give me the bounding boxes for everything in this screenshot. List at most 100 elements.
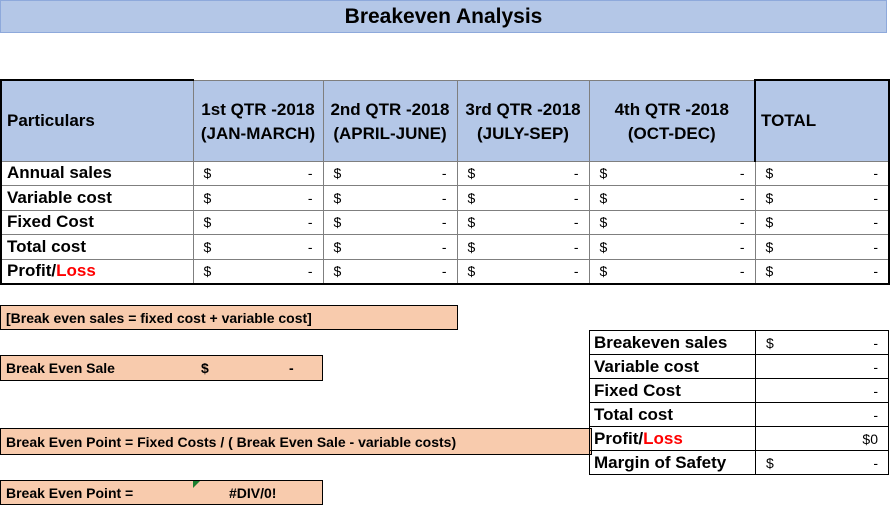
cell-value: - — [873, 454, 878, 471]
cell-fixed-cost-q3[interactable]: $ - — [456, 209, 590, 235]
summary-label-fixed-cost[interactable]: Fixed Cost — [589, 378, 756, 403]
header-q4[interactable]: 4th QTR -2018 (OCT-DEC) — [588, 79, 756, 162]
break-even-sales-formula-note[interactable]: [Break even sales = fixed cost + variabl… — [0, 305, 458, 330]
cell-profit-loss-q2[interactable]: $ - — [322, 258, 458, 285]
currency-symbol: $ — [765, 238, 774, 255]
cell-total-cost-q1[interactable]: $ - — [192, 234, 324, 260]
cell-value: - — [573, 189, 579, 206]
cell-value: $0 — [862, 430, 878, 447]
header-particulars[interactable]: Particulars — [0, 79, 194, 162]
cell-annual-sales-q3[interactable]: $ - — [456, 160, 590, 186]
cell-value: - — [739, 238, 745, 255]
cell-fixed-cost-total[interactable]: $ - — [754, 209, 890, 235]
sheet-title: Breakeven Analysis — [0, 0, 887, 33]
header-row: Particulars 1st QTR -2018 (JAN-MARCH) 2n… — [0, 79, 890, 162]
quarterly-breakeven-table: Particulars 1st QTR -2018 (JAN-MARCH) 2n… — [0, 79, 890, 285]
header-total[interactable]: TOTAL — [754, 79, 890, 162]
summary-value-variable-cost[interactable]: - — [755, 354, 889, 379]
break-even-sale-label: Break Even Sale — [6, 360, 115, 376]
table-row-total-cost: Total cost $ - $ - $ - $ - $ - — [0, 234, 890, 260]
currency-symbol: $ — [599, 189, 608, 206]
currency-symbol: $ — [333, 189, 342, 206]
summary-label-total-cost[interactable]: Total cost — [589, 402, 756, 427]
cell-total-cost-q4[interactable]: $ - — [588, 234, 756, 260]
summary-row-profit-loss: Profit/Loss $0 — [589, 426, 889, 451]
cell-value: - — [573, 263, 579, 280]
break-even-point-cell[interactable]: Break Even Point = #DIV/0! — [0, 480, 323, 505]
cell-fixed-cost-q2[interactable]: $ - — [322, 209, 458, 235]
table-row-profit-loss: Profit/Loss $ - $ - $ - $ - $ - — [0, 258, 890, 285]
table-row-variable-cost: Variable cost $ - $ - $ - $ - $ - — [0, 185, 890, 211]
cell-value: - — [441, 263, 447, 280]
cell-fixed-cost-q4[interactable]: $ - — [588, 209, 756, 235]
cell-variable-cost-q4[interactable]: $ - — [588, 185, 756, 211]
cell-total-cost-total[interactable]: $ - — [754, 234, 890, 260]
break-even-sale-cell[interactable]: Break Even Sale $ - — [0, 355, 323, 381]
currency-symbol: $ — [467, 238, 476, 255]
cell-value: - — [739, 165, 745, 182]
cell-total-cost-q2[interactable]: $ - — [322, 234, 458, 260]
cell-total-cost-q3[interactable]: $ - — [456, 234, 590, 260]
summary-value-total-cost[interactable]: - — [755, 402, 889, 427]
cell-value: - — [873, 263, 878, 280]
cell-profit-loss-total[interactable]: $ - — [754, 258, 890, 285]
header-q1[interactable]: 1st QTR -2018 (JAN-MARCH) — [192, 79, 324, 162]
cell-profit-loss-q3[interactable]: $ - — [456, 258, 590, 285]
currency-symbol: $ — [333, 263, 342, 280]
cell-variable-cost-q2[interactable]: $ - — [322, 185, 458, 211]
row-label-variable-cost[interactable]: Variable cost — [0, 185, 194, 211]
summary-label-margin-of-safety[interactable]: Margin of Safety — [589, 450, 756, 475]
currency-symbol: $ — [203, 263, 212, 280]
header-q2-months: (APRIL-JUNE) — [333, 123, 447, 143]
header-q3-months: (JULY-SEP) — [477, 123, 569, 143]
cell-value: - — [873, 214, 878, 231]
cell-value: - — [441, 189, 447, 206]
row-label-profit-loss[interactable]: Profit/Loss — [0, 258, 194, 285]
cell-annual-sales-q2[interactable]: $ - — [322, 160, 458, 186]
cell-value: - — [873, 334, 878, 351]
cell-value: - — [873, 165, 878, 182]
header-q2[interactable]: 2nd QTR -2018 (APRIL-JUNE) — [322, 79, 458, 162]
header-q2-title: 2nd QTR -2018 — [330, 99, 450, 119]
header-q3[interactable]: 3rd QTR -2018 (JULY-SEP) — [456, 79, 590, 162]
summary-value-fixed-cost[interactable]: - — [755, 378, 889, 403]
summary-value-breakeven-sales[interactable]: $ - — [755, 330, 889, 355]
cell-value: - — [573, 214, 579, 231]
summary-label-breakeven-sales[interactable]: Breakeven sales — [589, 330, 756, 355]
cell-profit-loss-q1[interactable]: $ - — [192, 258, 324, 285]
table-row-fixed-cost: Fixed Cost $ - $ - $ - $ - $ - — [0, 209, 890, 235]
cell-annual-sales-q1[interactable]: $ - — [192, 160, 324, 186]
currency-symbol: $ — [765, 165, 774, 182]
currency-symbol: $ — [599, 238, 608, 255]
cell-annual-sales-q4[interactable]: $ - — [588, 160, 756, 186]
break-even-sale-value: - — [289, 360, 294, 376]
row-label-fixed-cost[interactable]: Fixed Cost — [0, 209, 194, 235]
cell-annual-sales-total[interactable]: $ - — [754, 160, 890, 186]
currency-symbol: $ — [333, 165, 342, 182]
header-q1-months: (JAN-MARCH) — [200, 123, 316, 143]
currency-symbol: $ — [599, 214, 608, 231]
cell-value: - — [739, 263, 745, 280]
cell-value: - — [873, 238, 878, 255]
cell-fixed-cost-q1[interactable]: $ - — [192, 209, 324, 235]
header-q4-months: (OCT-DEC) — [627, 123, 716, 143]
summary-value-profit-loss[interactable]: $0 — [755, 426, 889, 451]
summary-label-variable-cost[interactable]: Variable cost — [589, 354, 756, 379]
break-even-sale-currency: $ — [201, 360, 209, 376]
row-label-annual-sales[interactable]: Annual sales — [0, 160, 194, 186]
break-even-point-label: Break Even Point = — [6, 484, 134, 501]
cell-variable-cost-q3[interactable]: $ - — [456, 185, 590, 211]
break-even-point-formula-note[interactable]: Break Even Point = Fixed Costs / ( Break… — [0, 428, 592, 455]
summary-value-margin-of-safety[interactable]: $ - — [755, 450, 889, 475]
row-label-total-cost[interactable]: Total cost — [0, 234, 194, 260]
break-even-point-value: #DIV/0! — [229, 484, 277, 501]
loss-label: Loss — [643, 428, 683, 448]
cell-variable-cost-total[interactable]: $ - — [754, 185, 890, 211]
cell-profit-loss-q4[interactable]: $ - — [588, 258, 756, 285]
currency-symbol: $ — [467, 189, 476, 206]
cell-variable-cost-q1[interactable]: $ - — [192, 185, 324, 211]
currency-symbol: $ — [203, 214, 212, 231]
cell-value: - — [739, 214, 745, 231]
cell-value: - — [573, 165, 579, 182]
summary-label-profit-loss[interactable]: Profit/Loss — [589, 426, 756, 451]
